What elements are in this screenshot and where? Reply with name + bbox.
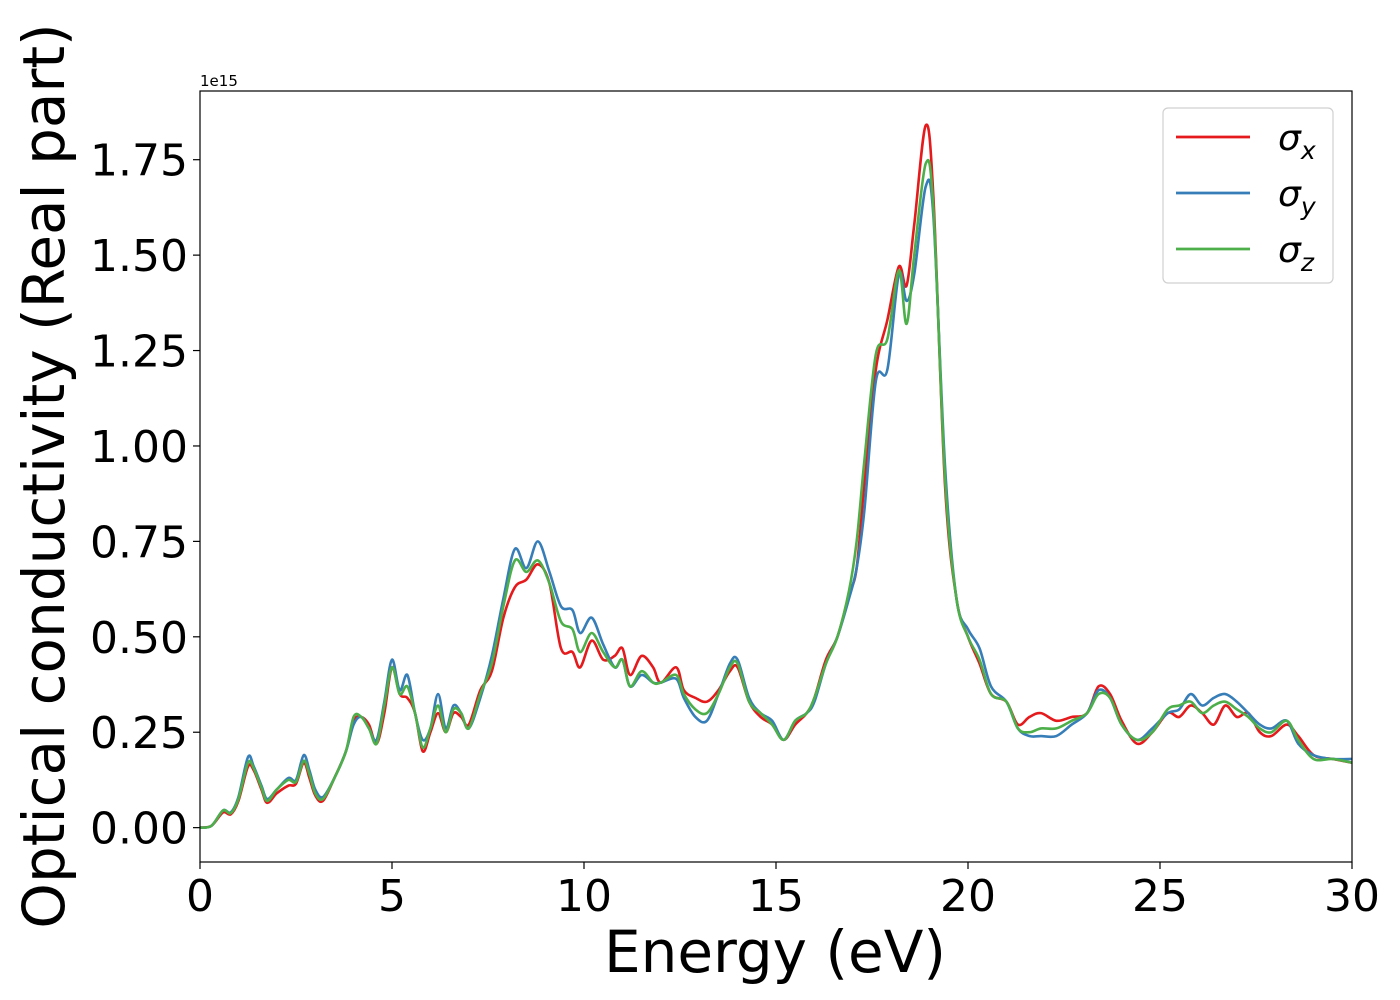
series-line-z (199, 158, 1353, 829)
y-tick-label: 1.50 (90, 231, 188, 282)
x-tick-label: 15 (748, 871, 804, 922)
y-axis-offset-text: 1e15 (200, 72, 238, 90)
y-tick-label: 1.75 (90, 136, 188, 187)
x-tick-label: 20 (940, 871, 996, 922)
y-tick-label: 0.25 (90, 708, 188, 759)
x-axis-ticks: 0 5 10 15 20 25 30 (186, 862, 1380, 922)
legend-label-x: σx (1278, 118, 1316, 165)
y-tick-label: 1.25 (90, 327, 188, 378)
x-tick-label: 5 (378, 871, 406, 922)
x-axis-title: Energy (eV) (604, 918, 946, 986)
x-tick-label: 25 (1132, 871, 1188, 922)
legend-box (1162, 107, 1334, 284)
legend-label-z: σz (1278, 230, 1315, 277)
x-tick-label: 0 (186, 871, 214, 922)
x-tick-label: 30 (1324, 871, 1380, 922)
y-tick-label: 1.00 (90, 422, 188, 473)
y-tick-label: 0.00 (90, 804, 188, 855)
series-line-y (199, 178, 1353, 829)
y-axis-title: Optical conductivity (Real part) (10, 23, 78, 928)
x-tick-label: 10 (556, 871, 612, 922)
legend-label-y: σy (1278, 174, 1317, 221)
y-axis-ticks: 0.00 0.25 0.50 0.75 1.00 1.25 1.50 1.75 (90, 136, 200, 855)
legend: σx σy σz (1162, 107, 1334, 284)
y-tick-label: 0.50 (90, 613, 188, 664)
y-tick-label: 0.75 (90, 517, 188, 568)
